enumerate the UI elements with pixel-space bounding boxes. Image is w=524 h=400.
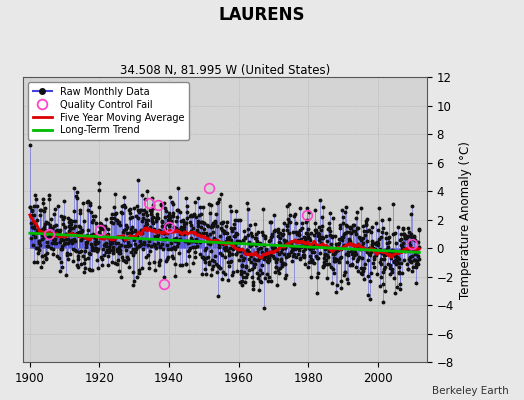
Legend: Raw Monthly Data, Quality Control Fail, Five Year Moving Average, Long-Term Tren: Raw Monthly Data, Quality Control Fail, …	[28, 82, 189, 140]
Text: Berkeley Earth: Berkeley Earth	[432, 386, 508, 396]
Text: LAURENS: LAURENS	[219, 6, 305, 24]
Y-axis label: Temperature Anomaly (°C): Temperature Anomaly (°C)	[460, 141, 472, 298]
Title: 34.508 N, 81.995 W (United States): 34.508 N, 81.995 W (United States)	[119, 64, 330, 77]
